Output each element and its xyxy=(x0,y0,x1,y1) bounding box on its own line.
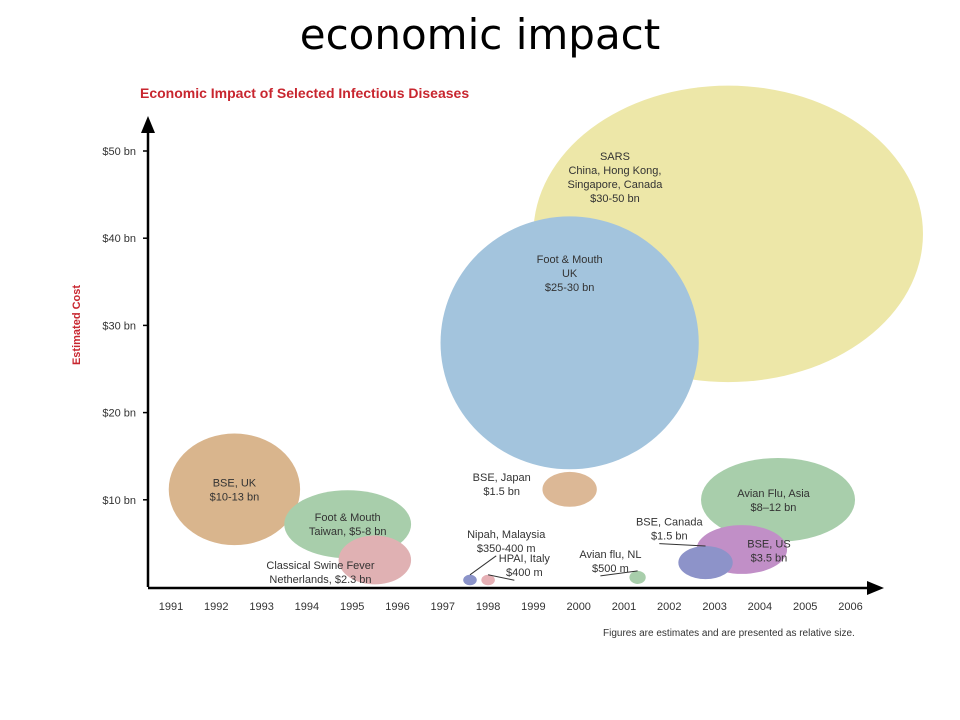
bubble-label-bse-japan: $1.5 bn xyxy=(483,486,520,498)
footnote: Figures are estimates and are presented … xyxy=(603,628,855,639)
bubble-csf-nl xyxy=(338,535,412,585)
bubble-label-sars: Singapore, Canada xyxy=(568,179,664,191)
bubble-label-avian-asia: Avian Flu, Asia xyxy=(737,488,810,500)
leader-line xyxy=(659,543,706,547)
bubble-label-bse-uk: $10-13 bn xyxy=(210,491,260,503)
x-tick-label: 1996 xyxy=(385,601,409,613)
x-tick-label: 2003 xyxy=(702,601,726,613)
bubble-label-hpai-italy: $400 m xyxy=(506,567,543,579)
bubble-label-bse-uk: BSE, UK xyxy=(213,477,257,489)
x-tick-label: 1995 xyxy=(340,601,364,613)
slide-title: economic impact xyxy=(299,10,661,59)
bubble-bse-uk xyxy=(168,433,301,546)
x-tick-label: 1998 xyxy=(476,601,500,613)
x-tick-label: 1991 xyxy=(159,601,183,613)
bubble-avian-asia xyxy=(701,457,856,542)
bubble-label-sars: China, Hong Kong, xyxy=(568,165,661,177)
chart-title: Economic Impact of Selected Infectious D… xyxy=(140,85,469,101)
y-tick-label: $30 bn xyxy=(102,320,136,332)
bubble-label-fmd-uk: Foot & Mouth xyxy=(537,254,603,266)
x-tick-label: 1993 xyxy=(249,601,273,613)
bubble-label-bse-japan: BSE, Japan xyxy=(473,472,531,484)
x-tick-label: 2006 xyxy=(838,601,862,613)
y-tick-label: $10 bn xyxy=(102,495,136,507)
bubble-label-hpai-italy: HPAI, Italy xyxy=(499,553,551,565)
bubble-nipah xyxy=(463,574,477,586)
bubble-label-nipah: $350-400 m xyxy=(477,543,536,555)
y-tick-label: $20 bn xyxy=(102,408,136,420)
y-axis-label: Estimated Cost xyxy=(71,285,83,365)
bubble-label-sars: $30-50 bn xyxy=(590,193,640,205)
bubble-label-bse-us: $3.5 bn xyxy=(751,552,788,564)
x-tick-label: 2002 xyxy=(657,601,681,613)
leader-line xyxy=(600,570,638,577)
y-tick-label: $40 bn xyxy=(102,233,136,245)
bubble-hpai-italy xyxy=(481,574,495,586)
bubble-label-fmd-taiwan: Taiwan, $5-8 bn xyxy=(309,526,387,538)
x-tick-label: 1994 xyxy=(295,601,319,613)
y-tick-label: $50 bn xyxy=(102,146,136,158)
x-tick-label: 2005 xyxy=(793,601,817,613)
axes-layer: $10 bn $20 bn $30 bn $40 bn $50 bn 1991 1992 19… xyxy=(102,116,884,613)
x-tick-label: 2004 xyxy=(748,601,772,613)
bubble-label-fmd-taiwan: Foot & Mouth xyxy=(315,512,381,524)
bubble-label-avian-nl: $500 m xyxy=(592,563,629,575)
x-tick-label: 1992 xyxy=(204,601,228,613)
bubble-label-nipah: Nipah, Malaysia xyxy=(467,529,546,541)
bubble-label-fmd-uk: UK xyxy=(562,268,578,280)
bubble-bse-japan xyxy=(542,471,597,507)
bubble-label-avian-nl: Avian flu, NL xyxy=(579,549,641,561)
leader-line xyxy=(487,574,515,581)
bubble-label-bse-us: BSE, US xyxy=(747,538,790,550)
bubble-label-csf-nl: Netherlands, $2.3 bn xyxy=(269,574,371,586)
bubble-label-csf-nl: Classical Swine Fever xyxy=(266,560,375,572)
y-axis-arrow xyxy=(141,116,155,133)
bubble-label-bse-canada: $1.5 bn xyxy=(651,531,688,543)
x-tick-label: 1999 xyxy=(521,601,545,613)
bubble-label-fmd-uk: $25-30 bn xyxy=(545,282,595,294)
x-axis-arrow xyxy=(867,581,884,595)
bubble-label-sars: SARS xyxy=(600,151,630,163)
x-tick-label: 2000 xyxy=(566,601,590,613)
labels-layer: SARS China, Hong Kong, Singapore, Canada $3… xyxy=(210,151,811,586)
bubbles-layer xyxy=(168,85,923,586)
bubble-fmd-uk xyxy=(440,216,699,470)
x-tick-label: 1997 xyxy=(431,601,455,613)
bubble-label-bse-canada: BSE, Canada xyxy=(636,517,704,529)
bubble-bse-canada xyxy=(678,546,733,580)
bubble-label-avian-asia: $8–12 bn xyxy=(751,502,797,514)
leader-line xyxy=(469,555,497,576)
bubble-avian-nl xyxy=(629,570,646,584)
x-tick-label: 2001 xyxy=(612,601,636,613)
